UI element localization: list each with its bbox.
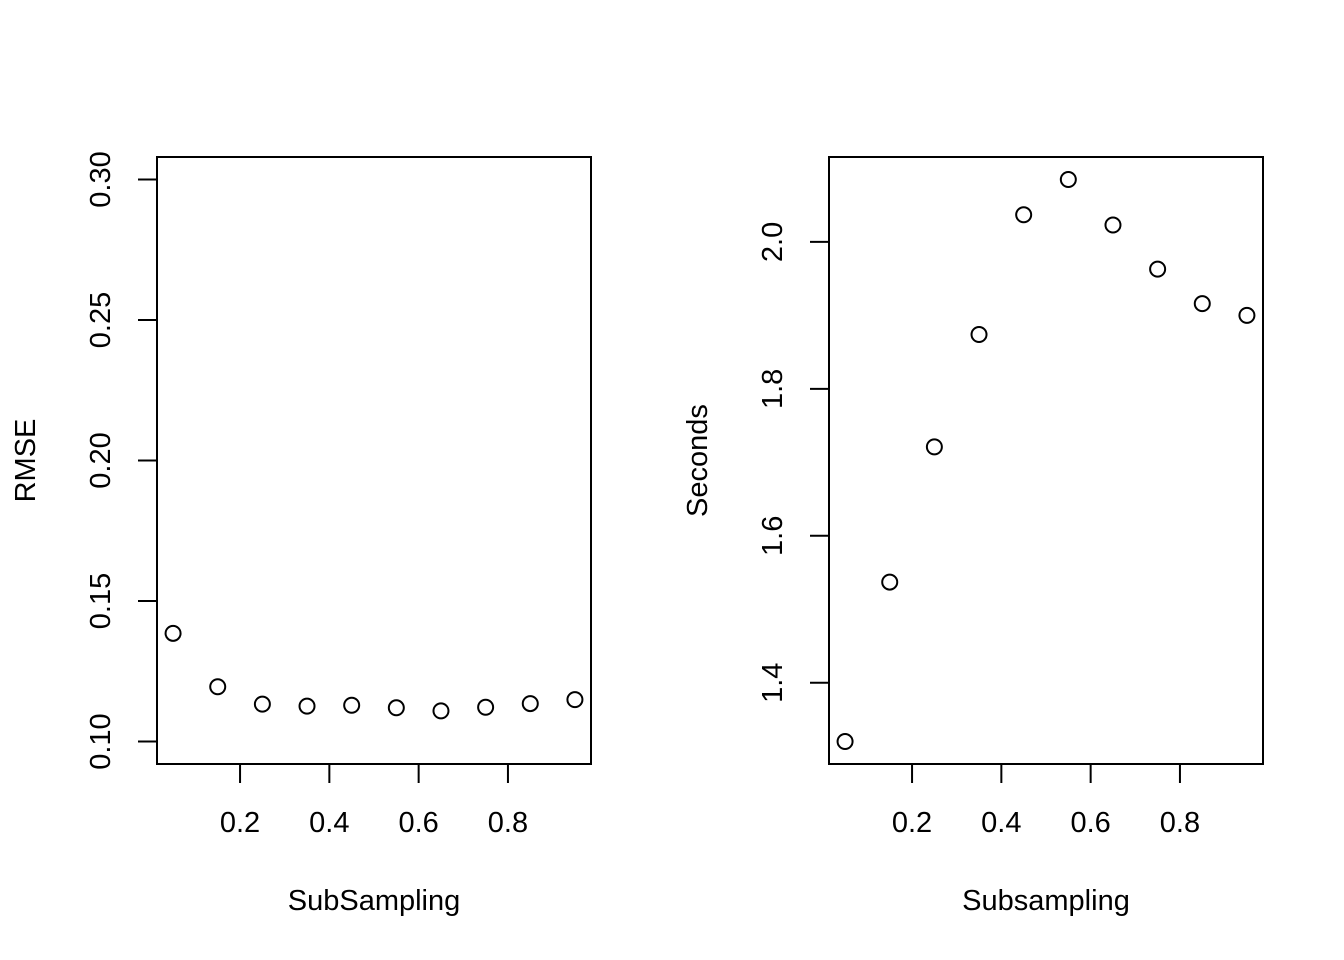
- data-point: [881, 573, 899, 591]
- data-point: [566, 691, 584, 709]
- data-point: [298, 697, 316, 715]
- x-tick-label: 0.6: [1070, 807, 1110, 839]
- x-tick-label: 0.6: [398, 807, 438, 839]
- data-point: [253, 695, 271, 713]
- data-point: [1059, 170, 1077, 188]
- data-point: [209, 678, 227, 696]
- data-point: [1238, 306, 1256, 324]
- x-tick-label: 0.2: [892, 807, 932, 839]
- x-tick-label: 0.4: [309, 807, 349, 839]
- y-axis-title: Seconds: [682, 404, 714, 517]
- data-point: [925, 438, 943, 456]
- data-point: [1104, 216, 1122, 234]
- data-point: [432, 702, 450, 720]
- y-axis-title: RMSE: [10, 419, 42, 503]
- x-tick-label: 0.8: [488, 807, 528, 839]
- data-point: [1149, 260, 1167, 278]
- data-point: [387, 699, 405, 717]
- x-tick-label: 0.2: [220, 807, 260, 839]
- y-tick-label: 0.15: [85, 573, 117, 629]
- data-point: [836, 733, 854, 751]
- data-point: [343, 696, 361, 714]
- plot-frame: [156, 156, 592, 765]
- y-tick-label: 2.0: [757, 222, 789, 262]
- x-axis-title: Subsampling: [962, 885, 1130, 917]
- x-axis-title: SubSampling: [288, 885, 461, 917]
- data-point: [164, 624, 182, 642]
- y-tick-label: 0.10: [85, 713, 117, 769]
- x-tick-label: 0.4: [981, 807, 1021, 839]
- data-point: [477, 698, 495, 716]
- y-tick-label: 1.6: [757, 516, 789, 556]
- panel-rmse: 0.2 0.4 0.6 0.8 0.10 0.15 0.20 0.25 0.30 SubSampl…: [10, 151, 592, 917]
- y-tick-label: 0.20: [85, 432, 117, 488]
- plot-frame: [828, 156, 1264, 765]
- y-tick-label: 1.8: [757, 369, 789, 409]
- data-point: [1015, 206, 1033, 224]
- data-point: [521, 695, 539, 713]
- panel-seconds: 0.2 0.4 0.6 0.8 1.4 1.6 1.8 2.0 Subsampling Secon…: [682, 156, 1264, 917]
- y-tick-label: 1.4: [757, 663, 789, 703]
- data-point: [970, 326, 988, 344]
- y-tick-label: 0.25: [85, 292, 117, 348]
- data-point: [1193, 295, 1211, 313]
- x-tick-label: 0.8: [1160, 807, 1200, 839]
- y-tick-label: 0.30: [85, 151, 117, 207]
